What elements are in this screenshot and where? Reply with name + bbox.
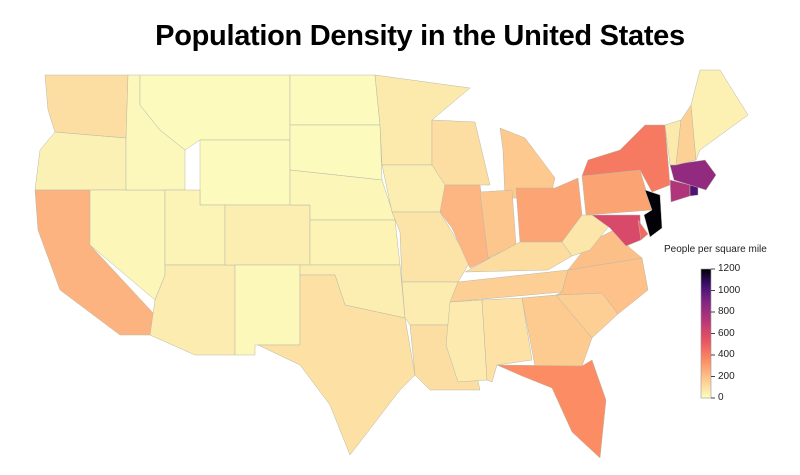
state-me	[690, 69, 749, 161]
state-tx	[257, 274, 416, 456]
colorbar-tick-label: 200	[718, 370, 735, 382]
state-ks	[309, 219, 401, 266]
state-or	[34, 131, 127, 191]
state-il	[439, 184, 491, 269]
state-nd	[289, 74, 381, 126]
state-md	[591, 214, 642, 247]
state-wa	[44, 74, 129, 139]
colorbar-tick-label: 600	[718, 327, 735, 339]
state-ma	[669, 159, 717, 191]
state-nc	[555, 257, 649, 315]
state-mi	[499, 127, 556, 199]
colorbar-tick-label: 0	[718, 392, 724, 403]
colorbar-tick-label: 1200	[718, 263, 741, 274]
state-de	[637, 219, 649, 241]
legend-title: People per square mile	[664, 244, 767, 255]
state-pa	[581, 169, 653, 216]
colorbar-tick-label: 400	[718, 349, 735, 360]
colorbar-tick-label: 1000	[718, 284, 741, 296]
state-ga	[521, 294, 593, 367]
state-fl	[496, 359, 607, 459]
map-title: Population Density in the United States	[155, 20, 685, 52]
colorbar	[700, 268, 712, 399]
state-ms	[445, 299, 488, 383]
state-nj	[643, 189, 663, 238]
state-co	[224, 204, 311, 266]
state-wy	[199, 139, 291, 206]
colorbar-tick-label: 800	[718, 306, 735, 317]
state-wi	[431, 119, 491, 186]
state-nm	[234, 264, 301, 356]
